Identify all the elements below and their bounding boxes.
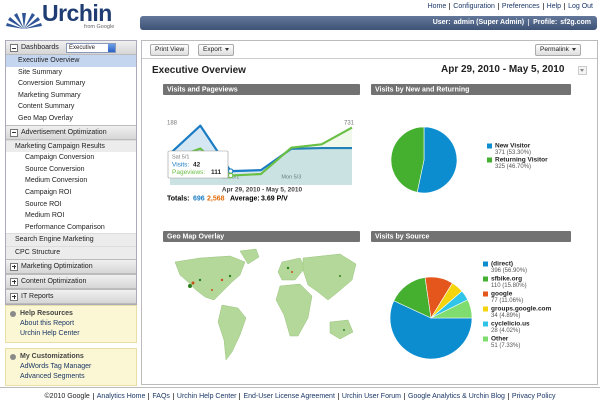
- box-title-text: My Customizations: [20, 353, 84, 360]
- toggle-icon: [10, 277, 18, 286]
- nav-item[interactable]: Marketing Campaign Results: [6, 139, 136, 153]
- section-header[interactable]: IT Reports: [6, 288, 136, 304]
- nav-subitem[interactable]: Campaign Conversion: [6, 152, 136, 164]
- toggle-bar: [13, 294, 15, 299]
- box-link[interactable]: Urchin Help Center: [20, 330, 80, 337]
- footer-link[interactable]: Privacy Policy: [507, 393, 559, 400]
- nav-subitem[interactable]: Medium Conversion: [6, 175, 136, 187]
- copyright: ©2010 Google: [44, 393, 90, 400]
- nav-subitem[interactable]: Medium ROI: [6, 210, 136, 222]
- nav-item[interactable]: Executive Overview: [6, 55, 136, 67]
- section-header[interactable]: Content Optimization: [6, 273, 136, 289]
- toggle-icon: [10, 292, 18, 301]
- user-label: User:: [432, 19, 451, 26]
- logo: Urchin: [42, 0, 112, 26]
- print-button[interactable]: Print View: [150, 44, 190, 56]
- section-title: Advertisement Optimization: [21, 128, 107, 136]
- footer-link[interactable]: Google Analytics & Urchin Blog: [404, 393, 508, 400]
- nav-item[interactable]: Geo Map Overlay: [6, 112, 136, 125]
- nav-subitem[interactable]: Performance Comparison: [6, 221, 136, 234]
- logo-mark: [6, 13, 42, 29]
- box-title: My Customizations: [6, 352, 136, 362]
- user-name: admin (Super Admin): [453, 19, 530, 26]
- nav-item[interactable]: CPC Structure: [6, 245, 136, 259]
- select-value: Executive: [69, 45, 96, 51]
- box-title-text: Help Resources: [20, 310, 73, 317]
- footer-link[interactable]: Analytics Home: [92, 393, 149, 400]
- section-header[interactable]: Advertisement Optimization: [6, 124, 136, 140]
- section-title: Content Optimization: [21, 277, 87, 285]
- top-link[interactable]: Configuration: [449, 3, 498, 10]
- top-link[interactable]: Log Out: [564, 3, 596, 10]
- logo-sub: from Google: [84, 24, 115, 30]
- main-panel: [141, 40, 598, 385]
- toolbar-divider: [142, 58, 597, 59]
- box-link[interactable]: About this Report: [20, 320, 75, 327]
- toggle-bar: [12, 132, 16, 134]
- toggle-icon: [10, 262, 18, 271]
- sidebar: Dashboards Executive Executive Overview Sit…: [5, 40, 137, 305]
- box-title: Help Resources: [6, 309, 136, 319]
- dropdown-arrow: [224, 47, 229, 51]
- nav-item[interactable]: Search Engine Marketing: [6, 233, 136, 246]
- section-header[interactable]: Dashboards Executive: [6, 41, 136, 55]
- export-label: Export: [203, 46, 222, 53]
- top-link[interactable]: Preferences: [497, 3, 543, 10]
- sidebar-box: My Customizations AdWords Tag Manager Adva…: [5, 348, 137, 386]
- toggle-bar: [13, 264, 15, 269]
- permalink-button[interactable]: Permalink: [535, 44, 581, 56]
- footer-link[interactable]: Urchin User Forum: [337, 393, 405, 400]
- footer-link[interactable]: End-User License Agreement: [239, 393, 338, 400]
- top-link[interactable]: Home: [427, 3, 447, 10]
- sidebar-box: Help Resources About this Report Urchin He…: [5, 305, 137, 343]
- dashboard-select[interactable]: Executive: [66, 43, 116, 53]
- dropdown-arrow: [571, 47, 576, 51]
- footer-link[interactable]: Urchin Help Center: [172, 393, 240, 400]
- nav-subitem[interactable]: Source Conversion: [6, 163, 136, 176]
- profile-label: Profile:: [533, 19, 558, 26]
- page-title: Executive Overview: [152, 65, 246, 76]
- footer: ©2010 Google Analytics Home FAQs Urchin Hel…: [0, 387, 600, 400]
- profile-name[interactable]: sf2g.com: [560, 19, 591, 26]
- toggle-bar: [13, 279, 15, 284]
- dropdown-arrow: [580, 69, 584, 72]
- toggle-icon: [10, 128, 18, 137]
- date-picker-toggle[interactable]: [578, 66, 587, 75]
- permalink-label: Permalink: [540, 46, 569, 53]
- box-link[interactable]: AdWords Tag Manager: [20, 363, 92, 370]
- select-arrows: [108, 44, 115, 52]
- sidebar-boxes: Help Resources About this Report Urchin He…: [5, 305, 137, 391]
- box-link[interactable]: Advanced Segments: [20, 373, 85, 380]
- nav-subitem[interactable]: Source ROI: [6, 198, 136, 211]
- nav-subitem[interactable]: Campaign ROI: [6, 186, 136, 199]
- date-range[interactable]: Apr 29, 2010 - May 5, 2010: [441, 64, 565, 75]
- toggle-icon: [10, 44, 18, 52]
- box-icon: [10, 311, 16, 317]
- user-bar: User: admin (Super Admin) Profile: sf2g.com: [140, 16, 597, 30]
- top-links: Home Configuration Preferences Help Log Out: [425, 3, 596, 10]
- section-title: IT Reports: [21, 292, 54, 300]
- export-button[interactable]: Export: [198, 44, 234, 56]
- nav-item[interactable]: Conversion Summary: [6, 78, 136, 90]
- toggle-bar: [12, 47, 16, 49]
- nav-item[interactable]: Site Summary: [6, 66, 136, 79]
- nav-item[interactable]: Content Summary: [6, 101, 136, 113]
- section-title: Marketing Optimization: [21, 262, 93, 270]
- box-icon: [10, 354, 16, 360]
- section-title: Dashboards: [21, 44, 59, 51]
- section-header[interactable]: Marketing Optimization: [6, 258, 136, 274]
- footer-link[interactable]: FAQs: [148, 393, 173, 400]
- top-link[interactable]: Help: [542, 3, 565, 10]
- nav-item[interactable]: Marketing Summary: [6, 89, 136, 102]
